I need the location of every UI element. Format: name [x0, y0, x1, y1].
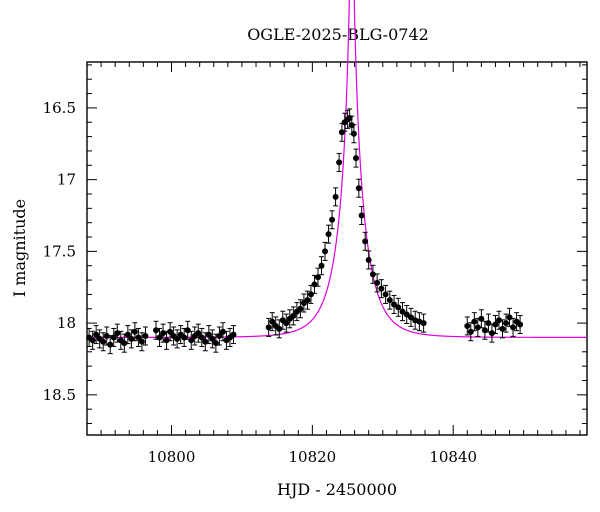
data-point	[103, 326, 110, 346]
y-tick-label: 17.5	[43, 242, 76, 260]
data-point	[188, 330, 195, 350]
data-point	[503, 313, 510, 333]
data-point	[325, 224, 332, 244]
model-layer	[87, 0, 587, 339]
data-point	[205, 325, 212, 345]
data-point	[386, 290, 393, 310]
data-point	[167, 322, 174, 342]
data-point	[378, 279, 385, 299]
data-point	[382, 284, 389, 304]
data-point	[338, 122, 345, 142]
data-point	[478, 309, 485, 329]
chart-title: OGLE-2025-BLG-0742	[247, 25, 429, 44]
data-point	[195, 323, 202, 343]
data-point	[395, 297, 402, 317]
data-point	[142, 326, 149, 346]
data-point	[407, 307, 414, 327]
data-point	[223, 330, 230, 350]
data-point	[350, 124, 357, 144]
data-point	[318, 256, 325, 276]
data-point	[492, 315, 499, 335]
data-point	[399, 302, 406, 322]
data-point	[283, 313, 290, 333]
data-point	[121, 333, 128, 353]
data-point	[322, 241, 329, 261]
data-point	[198, 327, 205, 347]
data-point	[131, 322, 138, 342]
data-point	[191, 326, 198, 346]
data-point	[374, 273, 381, 293]
data-point	[265, 317, 272, 337]
data-point	[329, 210, 336, 230]
data-point	[495, 310, 502, 330]
data-point	[290, 306, 297, 326]
data-point	[138, 332, 145, 352]
plot-frame	[86, 61, 588, 436]
data-point	[355, 178, 362, 198]
x-axis-title: HJD - 2450000	[277, 480, 397, 499]
y-axis-title: I magnitude	[10, 199, 29, 297]
data-point	[403, 304, 410, 324]
data-point	[174, 329, 181, 349]
data-point	[362, 231, 369, 251]
data-point	[156, 327, 163, 347]
y-tick-label: 16.5	[43, 99, 76, 117]
data-point	[353, 148, 360, 168]
data-point	[230, 325, 237, 345]
data-point	[216, 326, 223, 346]
data-point	[517, 315, 524, 335]
data-point	[226, 327, 233, 347]
data-point	[124, 325, 131, 345]
model-curve	[87, 0, 587, 339]
data-point	[358, 206, 365, 226]
data-point	[471, 312, 478, 332]
data-point	[474, 317, 481, 337]
data-point	[336, 152, 343, 172]
data-point	[499, 319, 506, 339]
y-tick-label: 17	[57, 171, 76, 189]
x-tick-label: 10800	[148, 448, 196, 466]
data-point	[341, 112, 348, 132]
data-point	[209, 329, 216, 349]
data-point	[464, 316, 471, 336]
data-point	[135, 327, 142, 347]
y-tick-label: 18.5	[43, 386, 76, 404]
y-tick-label: 18	[57, 314, 76, 332]
x-tick-label: 10840	[429, 448, 477, 466]
data-point	[365, 250, 372, 270]
data-point	[110, 327, 117, 347]
data-point	[93, 325, 100, 345]
data-point	[297, 299, 304, 319]
data-point	[488, 323, 495, 343]
data-point	[304, 290, 311, 310]
tick-labels: 10800 10820 10840 16.5 17 17.5 18 18.5	[43, 99, 477, 466]
axis-ticks	[86, 62, 587, 435]
data-point	[181, 327, 188, 347]
data-point	[100, 332, 107, 352]
data-point	[391, 294, 398, 314]
data-point	[314, 267, 321, 287]
data-point	[269, 312, 276, 332]
x-tick-label: 10820	[288, 448, 336, 466]
data-point	[89, 330, 96, 350]
data-point	[332, 187, 339, 207]
data-points	[86, 108, 524, 355]
data-point	[420, 313, 427, 333]
data-point	[510, 317, 517, 337]
